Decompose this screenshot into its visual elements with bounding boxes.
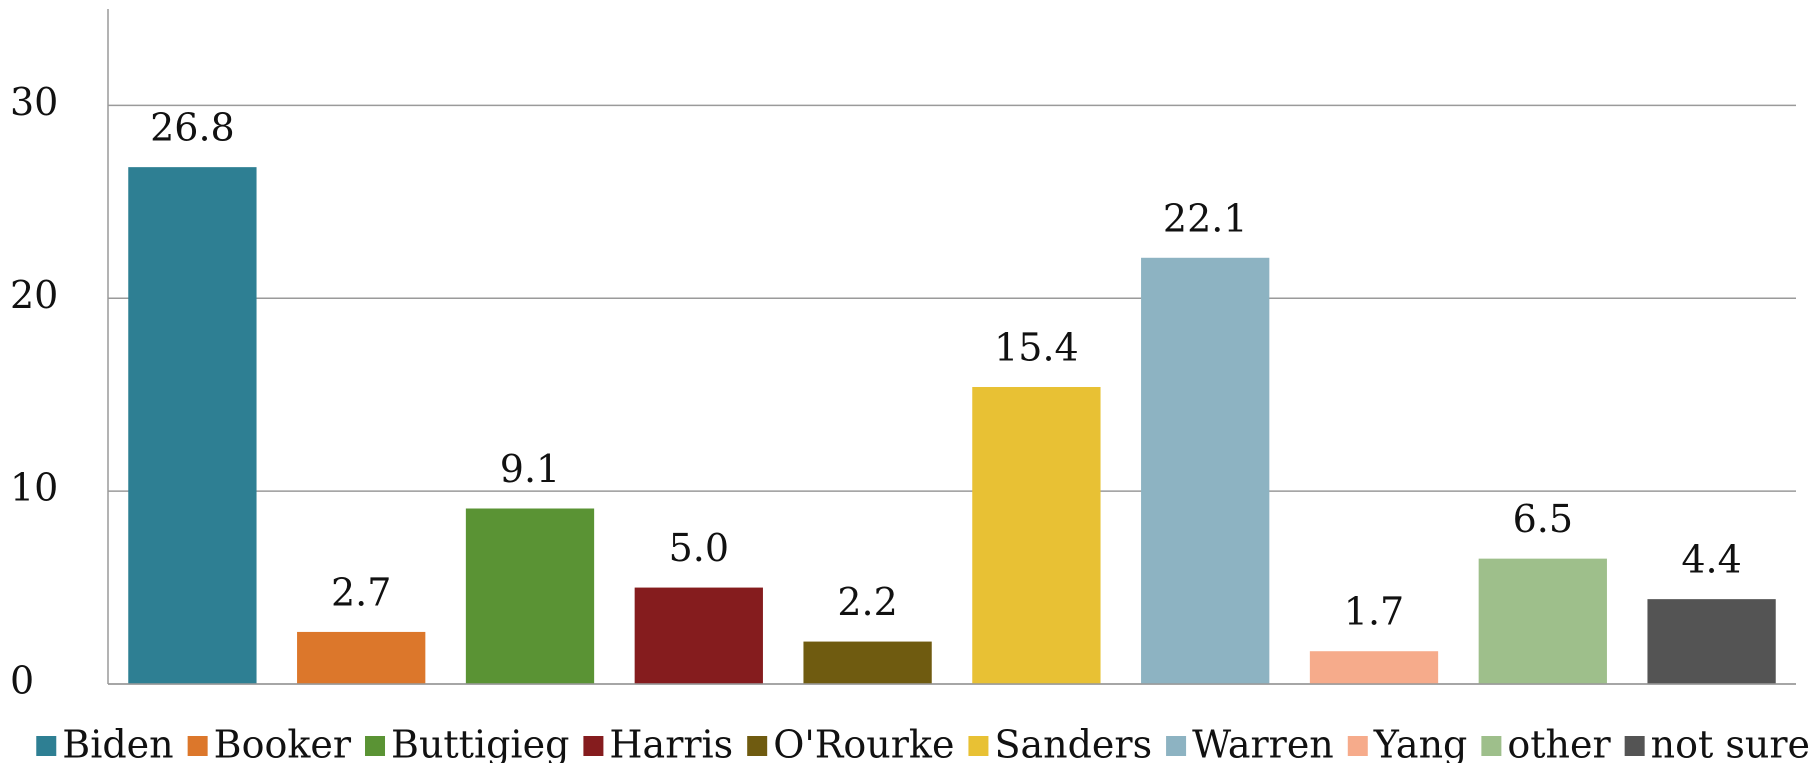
data-label: 1.7 [1344, 590, 1404, 634]
data-label: 4.4 [1681, 538, 1741, 582]
bar [972, 387, 1101, 684]
data-label: 2.2 [837, 580, 897, 624]
legend-label: other [1507, 723, 1611, 763]
legend-swatch [583, 736, 604, 756]
legend-swatch [187, 736, 208, 756]
legend-swatch [968, 736, 989, 756]
data-label: 5.0 [669, 526, 729, 570]
data-label: 9.1 [500, 447, 560, 491]
legend-label: Buttigieg [391, 723, 569, 763]
y-tick-label: 0 [10, 659, 34, 703]
legend-swatch [1347, 736, 1368, 756]
legend-label: not sure [1651, 723, 1810, 763]
bar [128, 167, 257, 685]
bar [634, 587, 763, 684]
legend-label: Warren [1192, 723, 1334, 763]
y-tick-label: 20 [10, 273, 58, 317]
data-label: 22.1 [1163, 196, 1248, 240]
bar [465, 508, 595, 684]
y-tick-label: 10 [10, 466, 58, 510]
legend-swatch [747, 736, 768, 756]
legend-label: O'Rourke [773, 723, 954, 763]
legend-label: Sanders [994, 723, 1152, 763]
y-tick-label: 30 [10, 80, 58, 124]
legend-swatch [1481, 736, 1502, 756]
legend-label: Harris [609, 723, 733, 763]
legend-swatch [1624, 736, 1645, 756]
legend-label: Yang [1373, 723, 1468, 763]
bar [1309, 651, 1439, 684]
legend-label: Booker [214, 723, 352, 763]
data-label: 15.4 [994, 326, 1079, 370]
legend-swatch [1166, 736, 1187, 756]
data-label: 2.7 [331, 570, 391, 614]
data-label: 26.8 [150, 106, 235, 150]
legend-label: Biden [62, 723, 173, 763]
bar [1141, 257, 1270, 684]
bar [1647, 599, 1776, 684]
legend-swatch [36, 736, 57, 756]
bar [1478, 558, 1607, 684]
data-label: 6.5 [1513, 497, 1573, 541]
legend-swatch [365, 736, 386, 756]
bar [803, 641, 932, 684]
bar [297, 631, 426, 684]
